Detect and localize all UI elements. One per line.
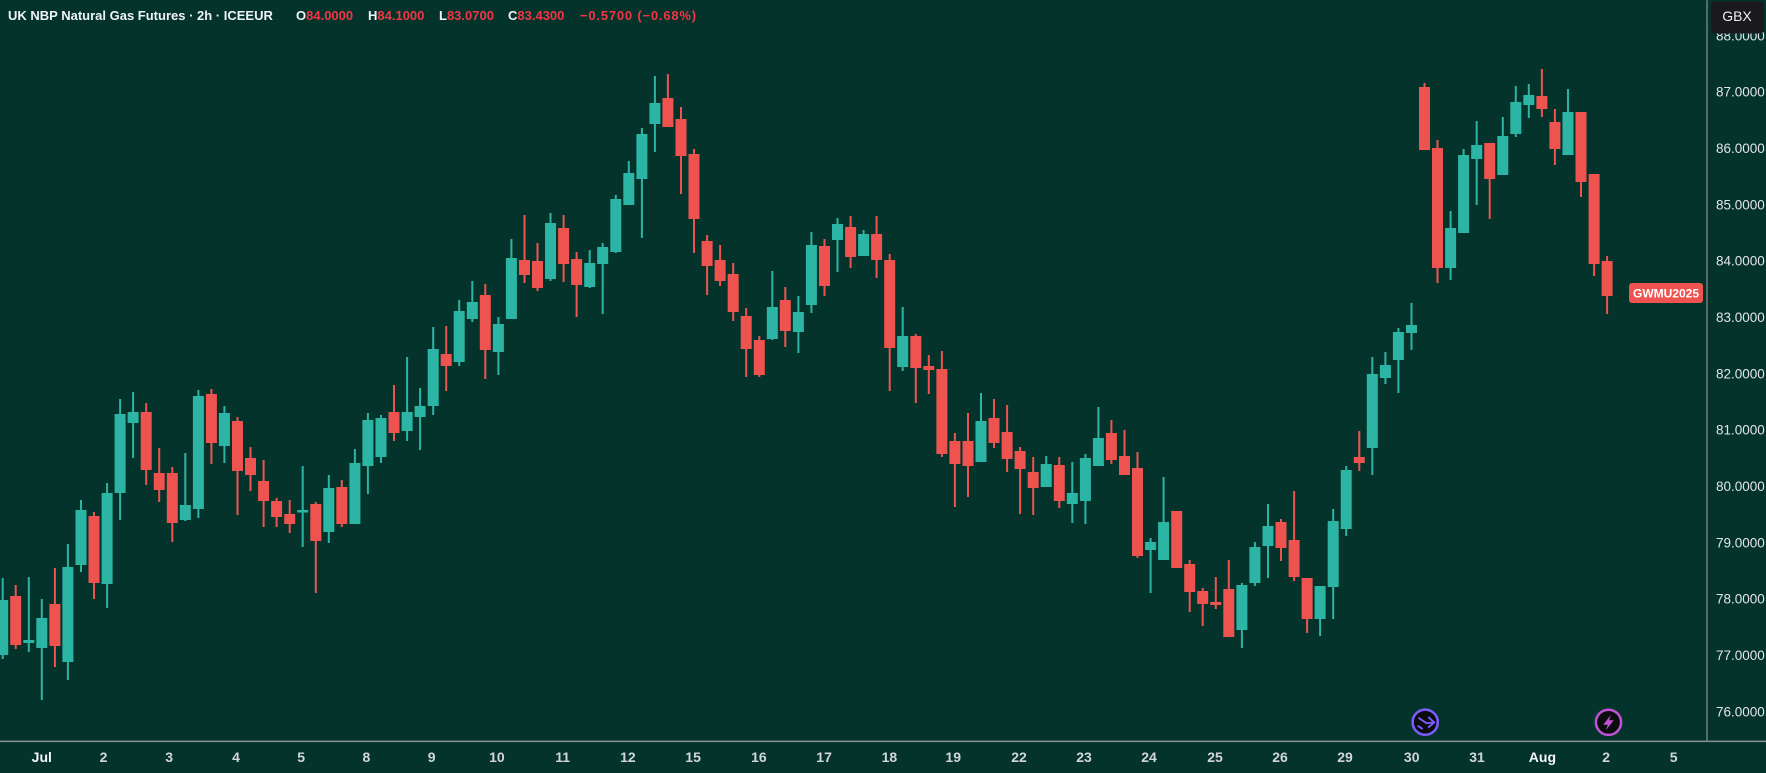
svg-text:9: 9 xyxy=(428,749,436,765)
svg-text:19: 19 xyxy=(945,749,961,765)
svg-text:UK NBP Natural Gas Futures · 2: UK NBP Natural Gas Futures · 2h · ICEEUR xyxy=(8,8,273,23)
svg-text:85.0000: 85.0000 xyxy=(1716,197,1765,212)
svg-text:26: 26 xyxy=(1272,749,1288,765)
svg-text:79.0000: 79.0000 xyxy=(1716,535,1765,550)
svg-text:H84.1000: H84.1000 xyxy=(368,8,424,23)
svg-text:8: 8 xyxy=(363,749,371,765)
svg-text:81.0000: 81.0000 xyxy=(1716,423,1765,438)
svg-text:Jul: Jul xyxy=(32,749,52,765)
svg-text:82.0000: 82.0000 xyxy=(1716,366,1765,381)
svg-text:80.0000: 80.0000 xyxy=(1716,479,1765,494)
svg-text:84.0000: 84.0000 xyxy=(1716,254,1765,269)
svg-text:C83.4300: C83.4300 xyxy=(508,8,564,23)
svg-text:L83.0700: L83.0700 xyxy=(439,8,494,23)
svg-text:18: 18 xyxy=(882,749,898,765)
svg-text:24: 24 xyxy=(1141,749,1157,765)
svg-text:3: 3 xyxy=(165,749,173,765)
svg-text:76.0000: 76.0000 xyxy=(1716,704,1765,719)
svg-text:15: 15 xyxy=(685,749,701,765)
svg-text:2: 2 xyxy=(100,749,108,765)
svg-text:16: 16 xyxy=(751,749,767,765)
svg-text:83.0000: 83.0000 xyxy=(1716,310,1765,325)
svg-text:77.0000: 77.0000 xyxy=(1716,648,1765,663)
svg-text:4: 4 xyxy=(232,749,240,765)
svg-text:17: 17 xyxy=(816,749,832,765)
svg-text:GBX: GBX xyxy=(1722,8,1752,24)
svg-text:22: 22 xyxy=(1011,749,1027,765)
svg-text:11: 11 xyxy=(555,749,570,765)
svg-text:29: 29 xyxy=(1337,749,1353,765)
svg-text:10: 10 xyxy=(489,749,505,765)
svg-text:5: 5 xyxy=(297,749,305,765)
svg-text:25: 25 xyxy=(1207,749,1223,765)
svg-text:Aug: Aug xyxy=(1529,749,1556,765)
svg-text:31: 31 xyxy=(1469,749,1485,765)
svg-text:30: 30 xyxy=(1404,749,1420,765)
svg-text:86.0000: 86.0000 xyxy=(1716,141,1765,156)
svg-text:2: 2 xyxy=(1602,749,1610,765)
svg-text:O84.0000: O84.0000 xyxy=(296,8,353,23)
svg-text:23: 23 xyxy=(1076,749,1092,765)
svg-text:−0.5700 (−0.68%): −0.5700 (−0.68%) xyxy=(580,8,697,23)
svg-text:87.0000: 87.0000 xyxy=(1716,85,1765,100)
svg-text:5: 5 xyxy=(1670,749,1678,765)
svg-text:GWMU2025: GWMU2025 xyxy=(1633,287,1699,301)
svg-text:78.0000: 78.0000 xyxy=(1716,592,1765,607)
svg-text:12: 12 xyxy=(620,749,636,765)
